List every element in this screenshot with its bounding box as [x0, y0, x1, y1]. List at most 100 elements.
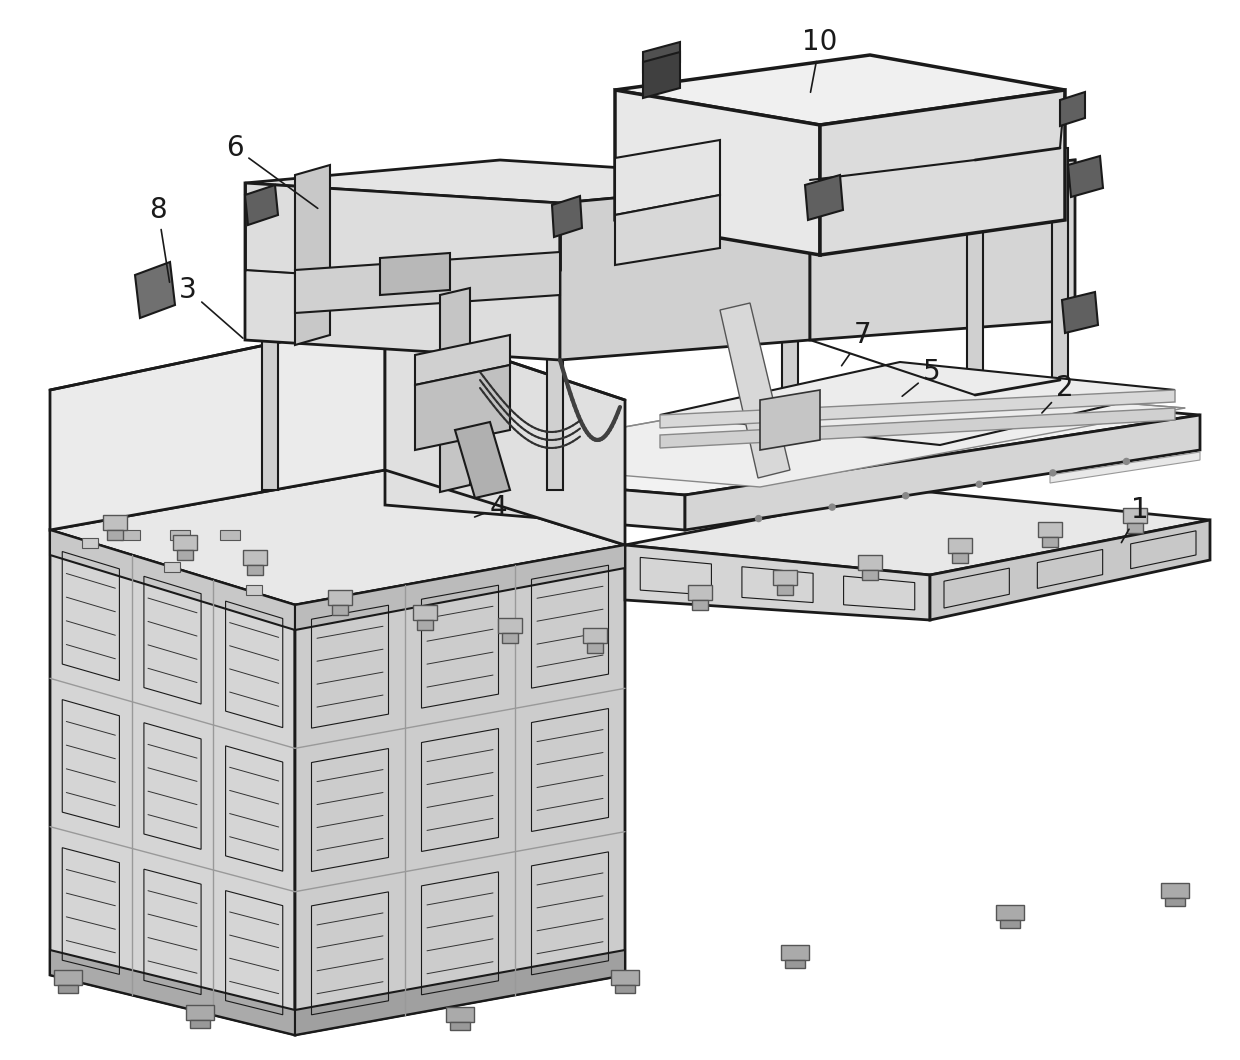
- Polygon shape: [615, 140, 720, 215]
- Polygon shape: [625, 490, 1210, 575]
- Polygon shape: [930, 520, 1210, 620]
- Polygon shape: [50, 950, 295, 1035]
- Polygon shape: [246, 186, 278, 225]
- Polygon shape: [384, 390, 1200, 495]
- Polygon shape: [295, 545, 625, 630]
- Polygon shape: [1042, 537, 1058, 547]
- Text: 5: 5: [903, 358, 941, 396]
- Circle shape: [1050, 470, 1055, 476]
- Polygon shape: [547, 210, 563, 490]
- Polygon shape: [50, 320, 384, 530]
- Polygon shape: [810, 160, 1075, 204]
- Polygon shape: [174, 535, 197, 550]
- Polygon shape: [58, 985, 78, 993]
- Polygon shape: [999, 920, 1021, 928]
- Polygon shape: [103, 515, 126, 530]
- Polygon shape: [996, 905, 1024, 920]
- Polygon shape: [329, 590, 352, 605]
- Text: 4: 4: [475, 494, 507, 522]
- Polygon shape: [611, 970, 639, 985]
- Polygon shape: [805, 175, 843, 220]
- Polygon shape: [384, 320, 625, 545]
- Polygon shape: [1068, 156, 1104, 197]
- Text: 3: 3: [179, 276, 243, 338]
- Polygon shape: [858, 555, 882, 570]
- Polygon shape: [492, 167, 508, 350]
- Polygon shape: [644, 42, 680, 72]
- Polygon shape: [50, 470, 625, 605]
- Polygon shape: [625, 545, 930, 620]
- Polygon shape: [1052, 148, 1068, 379]
- Polygon shape: [332, 605, 348, 615]
- Polygon shape: [615, 985, 635, 993]
- Polygon shape: [446, 1007, 474, 1022]
- Polygon shape: [164, 562, 180, 572]
- Polygon shape: [120, 530, 140, 540]
- Polygon shape: [587, 643, 603, 653]
- Polygon shape: [135, 262, 175, 318]
- Text: 7: 7: [842, 321, 872, 366]
- Polygon shape: [262, 190, 278, 490]
- Polygon shape: [862, 570, 878, 580]
- Polygon shape: [560, 180, 810, 360]
- Polygon shape: [1127, 523, 1143, 533]
- Polygon shape: [170, 530, 190, 540]
- Polygon shape: [498, 618, 522, 633]
- Polygon shape: [785, 960, 805, 968]
- Polygon shape: [1161, 883, 1189, 898]
- Polygon shape: [692, 600, 708, 609]
- Polygon shape: [1061, 292, 1097, 333]
- Text: 8: 8: [149, 196, 170, 282]
- Circle shape: [1123, 458, 1130, 464]
- Polygon shape: [552, 196, 582, 237]
- Polygon shape: [243, 550, 267, 565]
- Polygon shape: [219, 530, 241, 540]
- Polygon shape: [688, 585, 712, 600]
- Polygon shape: [415, 335, 510, 385]
- Polygon shape: [246, 160, 810, 204]
- Polygon shape: [949, 538, 972, 553]
- Polygon shape: [1038, 522, 1061, 537]
- Polygon shape: [820, 90, 1065, 255]
- Polygon shape: [415, 365, 510, 450]
- Text: 10: 10: [802, 28, 838, 92]
- Polygon shape: [1050, 452, 1200, 483]
- Polygon shape: [295, 165, 330, 344]
- Polygon shape: [1166, 898, 1185, 906]
- Polygon shape: [246, 585, 262, 595]
- Polygon shape: [952, 553, 968, 563]
- Polygon shape: [502, 633, 518, 643]
- Polygon shape: [615, 90, 820, 255]
- Polygon shape: [379, 253, 450, 295]
- Polygon shape: [107, 530, 123, 540]
- Polygon shape: [55, 970, 82, 985]
- Polygon shape: [777, 585, 794, 595]
- Polygon shape: [967, 160, 983, 395]
- Polygon shape: [247, 565, 263, 575]
- Polygon shape: [440, 383, 1185, 487]
- Polygon shape: [615, 195, 720, 265]
- Polygon shape: [660, 363, 1176, 445]
- Polygon shape: [440, 288, 470, 492]
- Polygon shape: [50, 530, 295, 630]
- Polygon shape: [1123, 508, 1147, 523]
- Polygon shape: [177, 550, 193, 560]
- Polygon shape: [781, 946, 808, 960]
- Text: 1: 1: [1121, 496, 1148, 543]
- Polygon shape: [413, 605, 436, 620]
- Polygon shape: [782, 178, 799, 420]
- Circle shape: [755, 515, 761, 522]
- Polygon shape: [660, 390, 1176, 428]
- Polygon shape: [583, 628, 608, 643]
- Polygon shape: [50, 530, 295, 1035]
- Polygon shape: [190, 1020, 210, 1028]
- Circle shape: [903, 493, 909, 498]
- Polygon shape: [644, 52, 680, 98]
- Polygon shape: [615, 55, 1065, 125]
- Polygon shape: [660, 408, 1176, 448]
- Circle shape: [976, 481, 982, 488]
- Polygon shape: [773, 570, 797, 585]
- Text: 2: 2: [1042, 374, 1074, 413]
- Polygon shape: [417, 620, 433, 630]
- Polygon shape: [246, 183, 560, 360]
